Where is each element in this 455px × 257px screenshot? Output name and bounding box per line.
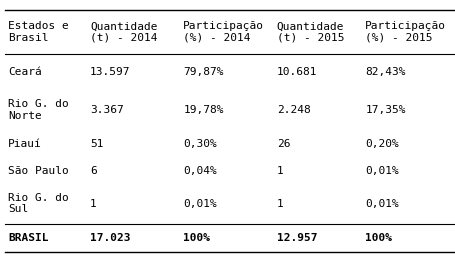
Text: 0,01%: 0,01%	[183, 199, 217, 209]
Text: Quantidade
(t) - 2014: Quantidade (t) - 2014	[90, 21, 157, 43]
Text: 17.023: 17.023	[90, 233, 131, 243]
Text: 1: 1	[90, 199, 97, 209]
Text: 26: 26	[277, 139, 290, 149]
Text: São Paulo: São Paulo	[8, 166, 69, 176]
Text: 13.597: 13.597	[90, 67, 131, 77]
Text: Quantidade
(t) - 2015: Quantidade (t) - 2015	[277, 21, 344, 43]
Text: 17,35%: 17,35%	[365, 105, 406, 115]
Text: 10.681: 10.681	[277, 67, 317, 77]
Text: 0,04%: 0,04%	[183, 166, 217, 176]
Text: 0,30%: 0,30%	[183, 139, 217, 149]
Text: 100%: 100%	[183, 233, 210, 243]
Text: BRASIL: BRASIL	[8, 233, 49, 243]
Text: 12.957: 12.957	[277, 233, 317, 243]
Text: 0,01%: 0,01%	[365, 199, 399, 209]
Text: Piauí: Piauí	[8, 139, 42, 149]
Text: 0,01%: 0,01%	[365, 166, 399, 176]
Text: 2.248: 2.248	[277, 105, 310, 115]
Text: 19,78%: 19,78%	[183, 105, 224, 115]
Text: 6: 6	[90, 166, 97, 176]
Text: Rio G. do
Norte: Rio G. do Norte	[8, 99, 69, 121]
Text: Participação
(%) - 2015: Participação (%) - 2015	[365, 21, 446, 43]
Text: 51: 51	[90, 139, 104, 149]
Text: Rio G. do
Sul: Rio G. do Sul	[8, 193, 69, 215]
Text: Participação
(%) - 2014: Participação (%) - 2014	[183, 21, 264, 43]
Text: Ceará: Ceará	[8, 67, 42, 77]
Text: 1: 1	[277, 166, 283, 176]
Text: 100%: 100%	[365, 233, 392, 243]
Text: 82,43%: 82,43%	[365, 67, 406, 77]
Text: 79,87%: 79,87%	[183, 67, 224, 77]
Text: 0,20%: 0,20%	[365, 139, 399, 149]
Text: Estados e
Brasil: Estados e Brasil	[8, 21, 69, 43]
Text: 3.367: 3.367	[90, 105, 124, 115]
Text: 1: 1	[277, 199, 283, 209]
